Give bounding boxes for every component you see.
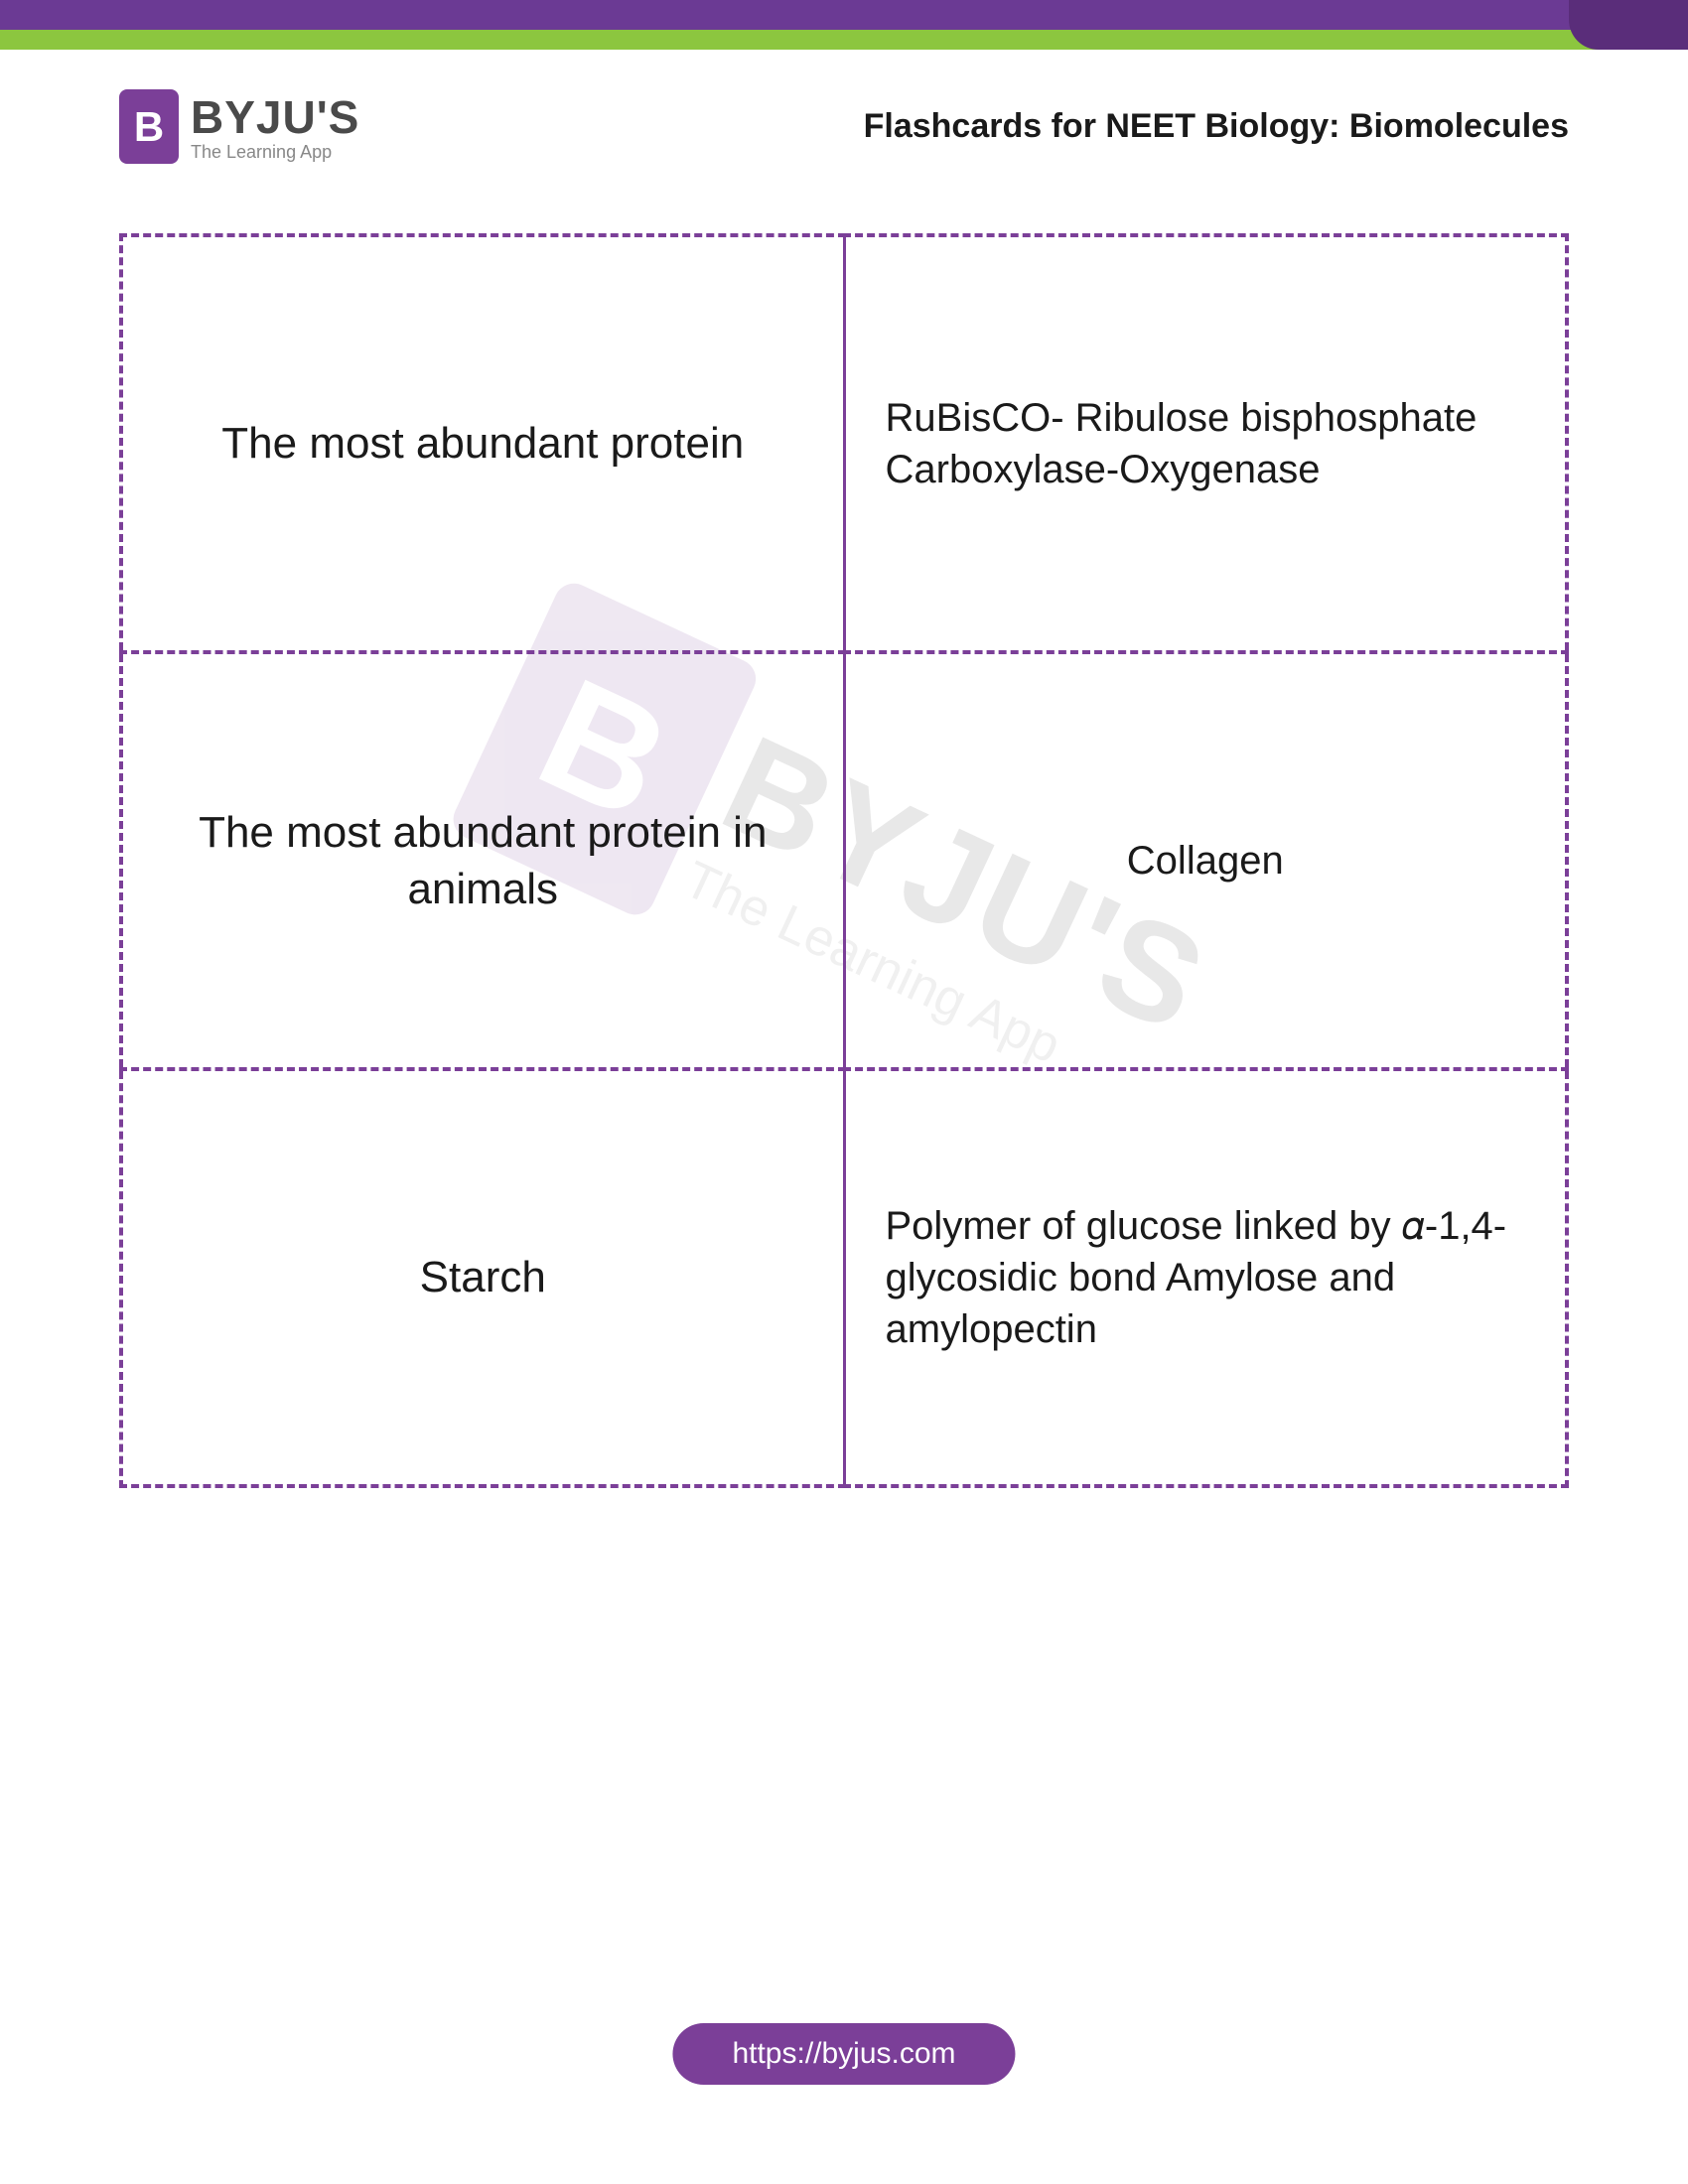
page-title: Flashcards for NEET Biology: Biomolecule… [864, 107, 1569, 146]
flashcard-table: The most abundant protein RuBisCO- Ribul… [119, 233, 1569, 1488]
logo-tagline: The Learning App [191, 142, 359, 163]
flashcard-answer: RuBisCO- Ribulose bisphosphate Carboxyla… [844, 235, 1567, 652]
brand-logo: B BYJU'S The Learning App [119, 89, 359, 164]
flashcard-question: Starch [121, 1069, 844, 1486]
top-accent-bar [0, 0, 1688, 50]
flashcard-row: Starch Polymer of glucose linked by 𝛼-1,… [121, 1069, 1567, 1486]
footer-url-pill: https://byjus.com [672, 2023, 1015, 2085]
content-area: B BYJU'S The Learning App The most abund… [119, 233, 1569, 1488]
flashcard-question: The most abundant protein [121, 235, 844, 652]
flashcard-answer: Polymer of glucose linked by 𝛼-1,4-glyco… [844, 1069, 1567, 1486]
flashcard-row: The most abundant protein RuBisCO- Ribul… [121, 235, 1567, 652]
flashcard-question: The most abundant protein in animals [121, 652, 844, 1069]
logo-brand-name: BYJU'S [191, 90, 359, 144]
page-header: B BYJU'S The Learning App Flashcards for… [0, 50, 1688, 194]
flashcard-answer: Collagen [844, 652, 1567, 1069]
logo-text-block: BYJU'S The Learning App [191, 90, 359, 163]
logo-badge-icon: B [119, 89, 179, 164]
page-footer: https://byjus.com [672, 2023, 1015, 2085]
flashcard-row: The most abundant protein in animals Col… [121, 652, 1567, 1069]
